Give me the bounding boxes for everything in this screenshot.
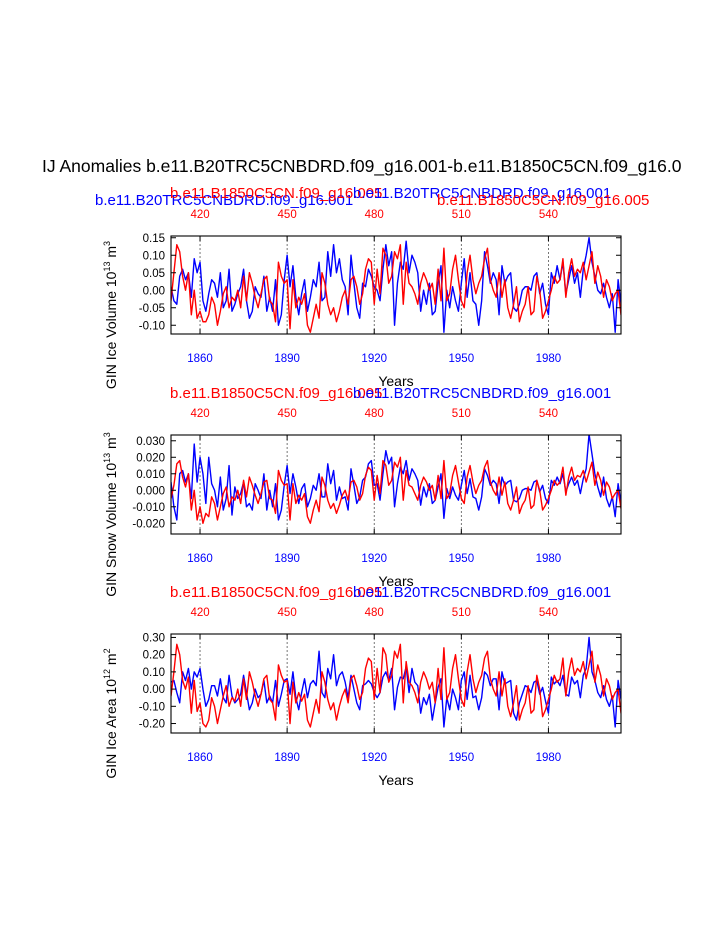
y-axis-title: GIN Snow Volume 1013 m3 — [102, 432, 119, 596]
y-axis-title-exponent: 13 — [102, 453, 112, 463]
x-tick-label: 1950 — [449, 752, 475, 764]
x-tick-label: 1950 — [449, 353, 475, 365]
y-axis-title-unit-exponent: 3 — [102, 241, 112, 246]
y-axis-title-text: GIN Ice Area 10 — [103, 679, 119, 779]
top-x-tick-label: 450 — [278, 408, 297, 420]
y-tick-label: 0.05 — [143, 268, 165, 280]
series-line-red — [171, 643, 621, 728]
x-axis-title: Years — [378, 373, 413, 389]
chart-panel-2: 0.030 0.020 0.010 0.000 -0.010 -0.020 1860 1890… — [102, 385, 622, 597]
y-tick-label: 0.00 — [143, 684, 165, 696]
x-tick-label: 1890 — [274, 553, 300, 565]
x-axis-title: Years — [378, 772, 413, 788]
y-axis-title: GIN Ice Volume 1013 m3 — [102, 241, 119, 389]
x-tick-label: 1860 — [187, 353, 213, 365]
x-tick-label: 1920 — [361, 353, 387, 365]
series-line-red — [171, 244, 621, 333]
plot-frame — [170, 633, 622, 734]
series-line-blue — [171, 237, 621, 333]
x-tick-label: 1920 — [361, 553, 387, 565]
y-tick-label: 0.10 — [143, 250, 165, 262]
panel-left-title: b.e11.B1850C5CN.f09_g16.005 — [170, 584, 382, 601]
x-axis-title: Years — [378, 573, 413, 589]
y-axis-title-text: GIN Snow Volume 10 — [103, 463, 119, 597]
x-tick-label: 1980 — [536, 553, 562, 565]
top-x-tick-label: 480 — [365, 408, 384, 420]
top-x-tick-label: 540 — [539, 209, 558, 221]
y-axis-title-unit-exponent: 3 — [102, 432, 112, 437]
y-tick-label: -0.020 — [132, 518, 165, 530]
y-tick-label: 0.10 — [143, 667, 165, 679]
y-tick-label: -0.10 — [139, 320, 165, 332]
y-axis-title-exponent: 13 — [102, 262, 112, 272]
panel-right-title: b.e11.B20TRC5CNBDRD.f09_g16.001 — [353, 584, 611, 601]
panel-left-title: b.e11.B20TRC5CNBDRD.f09_g16.001 — [95, 192, 353, 209]
y-tick-label: -0.10 — [139, 701, 165, 713]
panel-right-title-2: b.e11.B1850C5CN.f09_g16.005 — [437, 192, 649, 209]
y-tick-label: 0.15 — [143, 233, 165, 245]
top-x-tick-label: 540 — [539, 408, 558, 420]
panel-left-title: b.e11.B1850C5CN.f09_g16.005 — [170, 385, 382, 402]
panel-right-title: b.e11.B20TRC5CNBDRD.f09_g16.001 — [353, 385, 611, 402]
y-axis-title-unit-exponent: 2 — [102, 648, 112, 653]
y-tick-label: 0.20 — [143, 650, 165, 662]
y-axis-title: GIN Ice Area 1012 m2 — [102, 648, 119, 778]
y-axis-title-unit: m — [103, 437, 119, 453]
top-x-tick-label: 480 — [365, 209, 384, 221]
panel-right-title: b.e11.B20TRC5CNBDRD.f09_g16.001 — [353, 185, 611, 202]
y-tick-label: 0.00 — [143, 285, 165, 297]
y-tick-label: 0.010 — [136, 469, 165, 481]
top-x-tick-label: 420 — [190, 408, 209, 420]
x-tick-label: 1920 — [361, 752, 387, 764]
x-tick-label: 1860 — [187, 553, 213, 565]
y-axis-title-exponent: 12 — [102, 669, 112, 679]
top-x-tick-label: 510 — [452, 607, 471, 619]
panel-left-title-2: b.e11.B1850C5CN.f09_g16.005 — [170, 185, 382, 202]
top-x-tick-label: 450 — [278, 209, 297, 221]
y-tick-label: -0.20 — [139, 719, 165, 731]
y-tick-label: -0.05 — [139, 303, 165, 315]
series-line-blue — [171, 435, 621, 521]
x-tick-label: 1980 — [536, 752, 562, 764]
plot-frame — [170, 235, 622, 335]
chart-panel-1: 0.15 0.10 0.05 0.00 -0.05 -0.10 1860 1890 1920 19… — [95, 185, 649, 389]
top-x-tick-label: 420 — [190, 607, 209, 619]
x-tick-label: 1860 — [187, 752, 213, 764]
x-tick-label: 1980 — [536, 353, 562, 365]
x-tick-label: 1890 — [274, 353, 300, 365]
series-line-red — [171, 456, 621, 524]
plot-frame — [170, 434, 622, 535]
y-axis-title-unit: m — [103, 246, 119, 262]
x-tick-label: 1890 — [274, 752, 300, 764]
y-tick-label: 0.30 — [143, 632, 165, 644]
y-axis-title-text: GIN Ice Volume 10 — [103, 271, 119, 389]
top-x-tick-label: 510 — [452, 408, 471, 420]
top-x-tick-label: 420 — [190, 209, 209, 221]
y-tick-label: -0.010 — [132, 502, 165, 514]
x-tick-label: 1950 — [449, 553, 475, 565]
y-tick-label: 0.000 — [136, 485, 165, 497]
y-axis-title-unit: m — [103, 653, 119, 669]
top-x-tick-label: 540 — [539, 607, 558, 619]
y-tick-label: 0.020 — [136, 452, 165, 464]
y-tick-label: 0.030 — [136, 436, 165, 448]
page-title: IJ Anomalies b.e11.B20TRC5CNBDRD.f09_g16… — [42, 156, 682, 177]
top-x-tick-label: 480 — [365, 607, 384, 619]
top-x-tick-label: 450 — [278, 607, 297, 619]
chart-panel-3: 0.30 0.20 0.10 0.00 -0.10 -0.20 1860 1890 1920 19… — [102, 584, 622, 788]
top-x-tick-label: 510 — [452, 209, 471, 221]
